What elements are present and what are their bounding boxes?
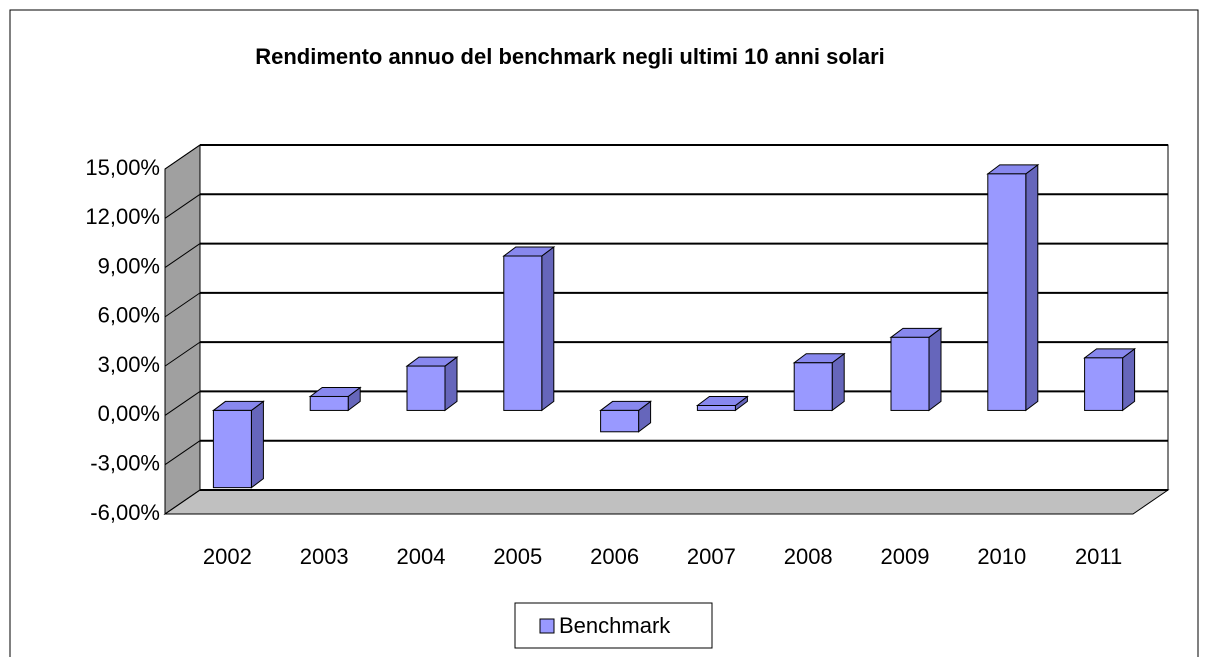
- bar-side: [831, 352, 845, 412]
- grid-line-side: [164, 193, 201, 219]
- bar-side: [250, 400, 264, 489]
- x-tick-label: 2002: [203, 544, 252, 569]
- grid-line-side: [164, 144, 201, 170]
- bar: [793, 362, 833, 411]
- bar: [212, 409, 252, 489]
- bar: [600, 409, 640, 433]
- x-tick-label: 2009: [881, 544, 930, 569]
- x-tick-label: 2004: [397, 544, 446, 569]
- x-tick-label: 2011: [1075, 544, 1122, 569]
- grid-line-side: [164, 292, 201, 318]
- bar: [406, 365, 446, 411]
- x-tick-label: 2005: [493, 544, 542, 569]
- grid-line-side: [164, 341, 201, 367]
- side-wall: [164, 144, 201, 515]
- bar-side: [1122, 347, 1136, 412]
- legend-swatch: [539, 618, 555, 634]
- legend-label: Benchmark: [559, 613, 671, 638]
- y-tick-label: 12,00%: [85, 204, 160, 229]
- bar: [1084, 357, 1124, 411]
- x-tick-label: 2008: [784, 544, 833, 569]
- bar-side: [928, 327, 942, 412]
- floor: [163, 489, 1170, 515]
- bar-side: [541, 246, 555, 412]
- x-tick-label: 2003: [300, 544, 349, 569]
- chart-frame: [9, 9, 1199, 657]
- x-tick-label: 2006: [590, 544, 639, 569]
- grid-line-side: [164, 440, 201, 466]
- bar: [987, 173, 1027, 411]
- grid-line-side: [164, 489, 201, 515]
- y-tick-label: 0,00%: [98, 401, 160, 426]
- x-tick-label: 2010: [977, 544, 1026, 569]
- bar: [890, 336, 930, 411]
- y-tick-label: 9,00%: [98, 253, 160, 278]
- bar: [309, 395, 349, 411]
- bar-side: [1025, 163, 1039, 412]
- grid-line-side: [164, 243, 201, 268]
- y-tick-label: 15,00%: [85, 155, 160, 180]
- y-tick-label: -3,00%: [90, 451, 160, 476]
- y-tick-label: -6,00%: [90, 500, 160, 525]
- x-tick-label: 2007: [687, 544, 736, 569]
- bar: [503, 255, 543, 411]
- grid-line-side: [164, 391, 201, 416]
- bar: [696, 405, 736, 411]
- y-tick-label: 3,00%: [98, 352, 160, 377]
- y-tick-label: 6,00%: [98, 303, 160, 328]
- chart-title: Rendimento annuo del benchmark negli ult…: [255, 44, 885, 69]
